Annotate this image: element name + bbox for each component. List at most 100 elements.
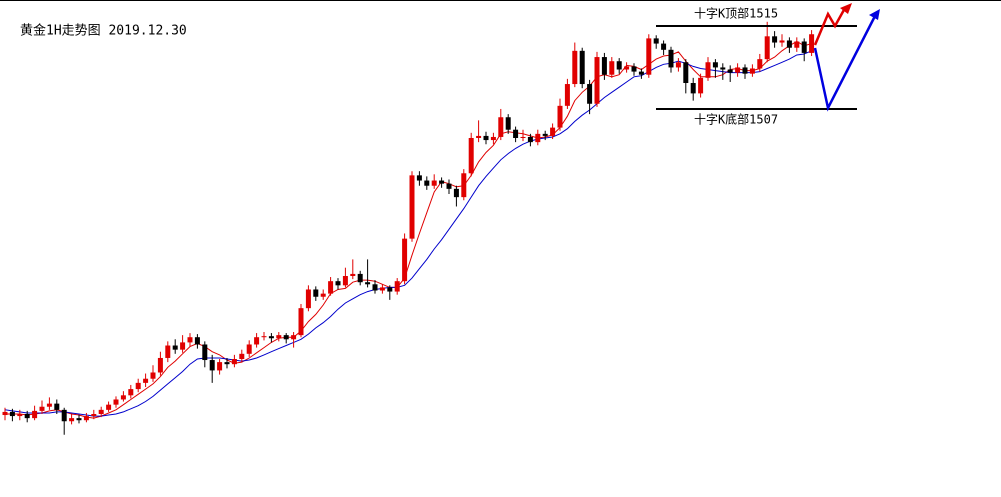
candle-body bbox=[809, 34, 815, 53]
candle-body bbox=[387, 287, 393, 292]
candle-body bbox=[735, 67, 741, 73]
candle-body bbox=[261, 336, 267, 338]
candle-body bbox=[39, 406, 45, 411]
candle-body bbox=[409, 175, 415, 239]
candle-body bbox=[209, 360, 215, 371]
candle-body bbox=[113, 399, 119, 405]
candle-body bbox=[357, 273, 363, 283]
candle-body bbox=[579, 50, 585, 85]
candle-body bbox=[550, 127, 556, 136]
candle-body bbox=[772, 36, 778, 43]
candle-body bbox=[194, 337, 200, 345]
candle-body bbox=[646, 38, 652, 75]
candle-body bbox=[801, 41, 807, 53]
candle-body bbox=[157, 357, 163, 373]
candle-body bbox=[320, 293, 326, 297]
candle-body bbox=[224, 362, 230, 365]
candle-body bbox=[128, 389, 134, 396]
candle-body bbox=[239, 353, 245, 360]
candle-body bbox=[742, 67, 748, 74]
candle-body bbox=[749, 68, 755, 74]
candle-body bbox=[520, 136, 526, 138]
candle-body bbox=[165, 345, 171, 358]
forecast-down-up-arrow bbox=[813, 15, 877, 112]
candle-body bbox=[535, 133, 541, 143]
candle-body bbox=[720, 67, 726, 70]
level-label: 十字K底部1507 bbox=[694, 111, 778, 126]
candle-body bbox=[498, 117, 504, 137]
candle-body bbox=[54, 403, 60, 410]
candle-body bbox=[172, 345, 178, 350]
candle-body bbox=[572, 50, 578, 85]
candle-body bbox=[328, 281, 334, 294]
candle-body bbox=[135, 382, 141, 390]
arrow-head bbox=[869, 9, 880, 20]
candle-body bbox=[631, 66, 637, 72]
candle-body bbox=[594, 57, 600, 104]
candle-body bbox=[757, 59, 763, 69]
plot: 十字K顶部1515 十字K底部1507 bbox=[2, 5, 857, 435]
candle-body bbox=[468, 137, 474, 174]
candle-body bbox=[276, 335, 282, 339]
candle-body bbox=[91, 413, 97, 417]
candle-body bbox=[712, 62, 718, 68]
candle-body bbox=[513, 129, 519, 138]
candle-body bbox=[305, 289, 311, 309]
candle-body bbox=[17, 413, 23, 417]
candle-body bbox=[416, 175, 422, 181]
candle-body bbox=[9, 411, 15, 417]
candle-body bbox=[342, 275, 348, 286]
candle-body bbox=[564, 84, 570, 106]
candle-body bbox=[69, 418, 75, 422]
candle-body bbox=[601, 57, 607, 75]
candle-body bbox=[794, 41, 800, 48]
candle-body bbox=[609, 61, 615, 75]
moving-average-line bbox=[4, 50, 812, 417]
candle-body bbox=[476, 135, 482, 138]
candle-body bbox=[764, 36, 770, 60]
candle-body bbox=[32, 410, 38, 419]
candle-body bbox=[143, 378, 149, 383]
candle-body bbox=[231, 359, 237, 365]
candle-body bbox=[313, 289, 319, 297]
candle-body bbox=[542, 133, 548, 136]
chart-title: 黄金1H走势图 2019.12.30 bbox=[20, 23, 187, 39]
candle-body bbox=[76, 418, 82, 421]
candle-body bbox=[653, 38, 659, 44]
candle-body bbox=[246, 344, 252, 354]
candle-body bbox=[106, 404, 112, 410]
candle-body bbox=[557, 105, 563, 128]
candle-body bbox=[120, 395, 126, 400]
candle-body bbox=[2, 411, 8, 416]
candle-body bbox=[624, 66, 630, 70]
candle-body bbox=[786, 40, 792, 48]
candle-body bbox=[98, 409, 104, 414]
candle-body bbox=[675, 62, 681, 68]
arrow-head bbox=[840, 3, 852, 14]
candle-body bbox=[461, 173, 467, 198]
candle-body bbox=[379, 287, 385, 291]
candle-body bbox=[439, 180, 445, 184]
candle-body bbox=[483, 135, 489, 141]
candle-body bbox=[150, 372, 156, 379]
candle-body bbox=[268, 336, 274, 339]
candle-body bbox=[24, 413, 30, 419]
candle-body bbox=[446, 183, 452, 189]
candle-body bbox=[490, 136, 496, 141]
candle-body bbox=[453, 188, 459, 198]
candle-body bbox=[217, 362, 223, 371]
candle-body bbox=[661, 43, 667, 50]
candle-body bbox=[61, 409, 67, 422]
moving-average-line bbox=[5, 40, 812, 419]
candle-body bbox=[202, 344, 208, 361]
candle-body bbox=[698, 77, 704, 94]
candle-body bbox=[527, 136, 533, 143]
candle-body bbox=[187, 337, 193, 343]
candle-body bbox=[283, 335, 289, 340]
candle-body bbox=[431, 180, 437, 186]
candle-body bbox=[350, 273, 356, 276]
candle-body bbox=[402, 238, 408, 282]
candle-body bbox=[779, 40, 785, 43]
candle-body bbox=[727, 69, 733, 73]
